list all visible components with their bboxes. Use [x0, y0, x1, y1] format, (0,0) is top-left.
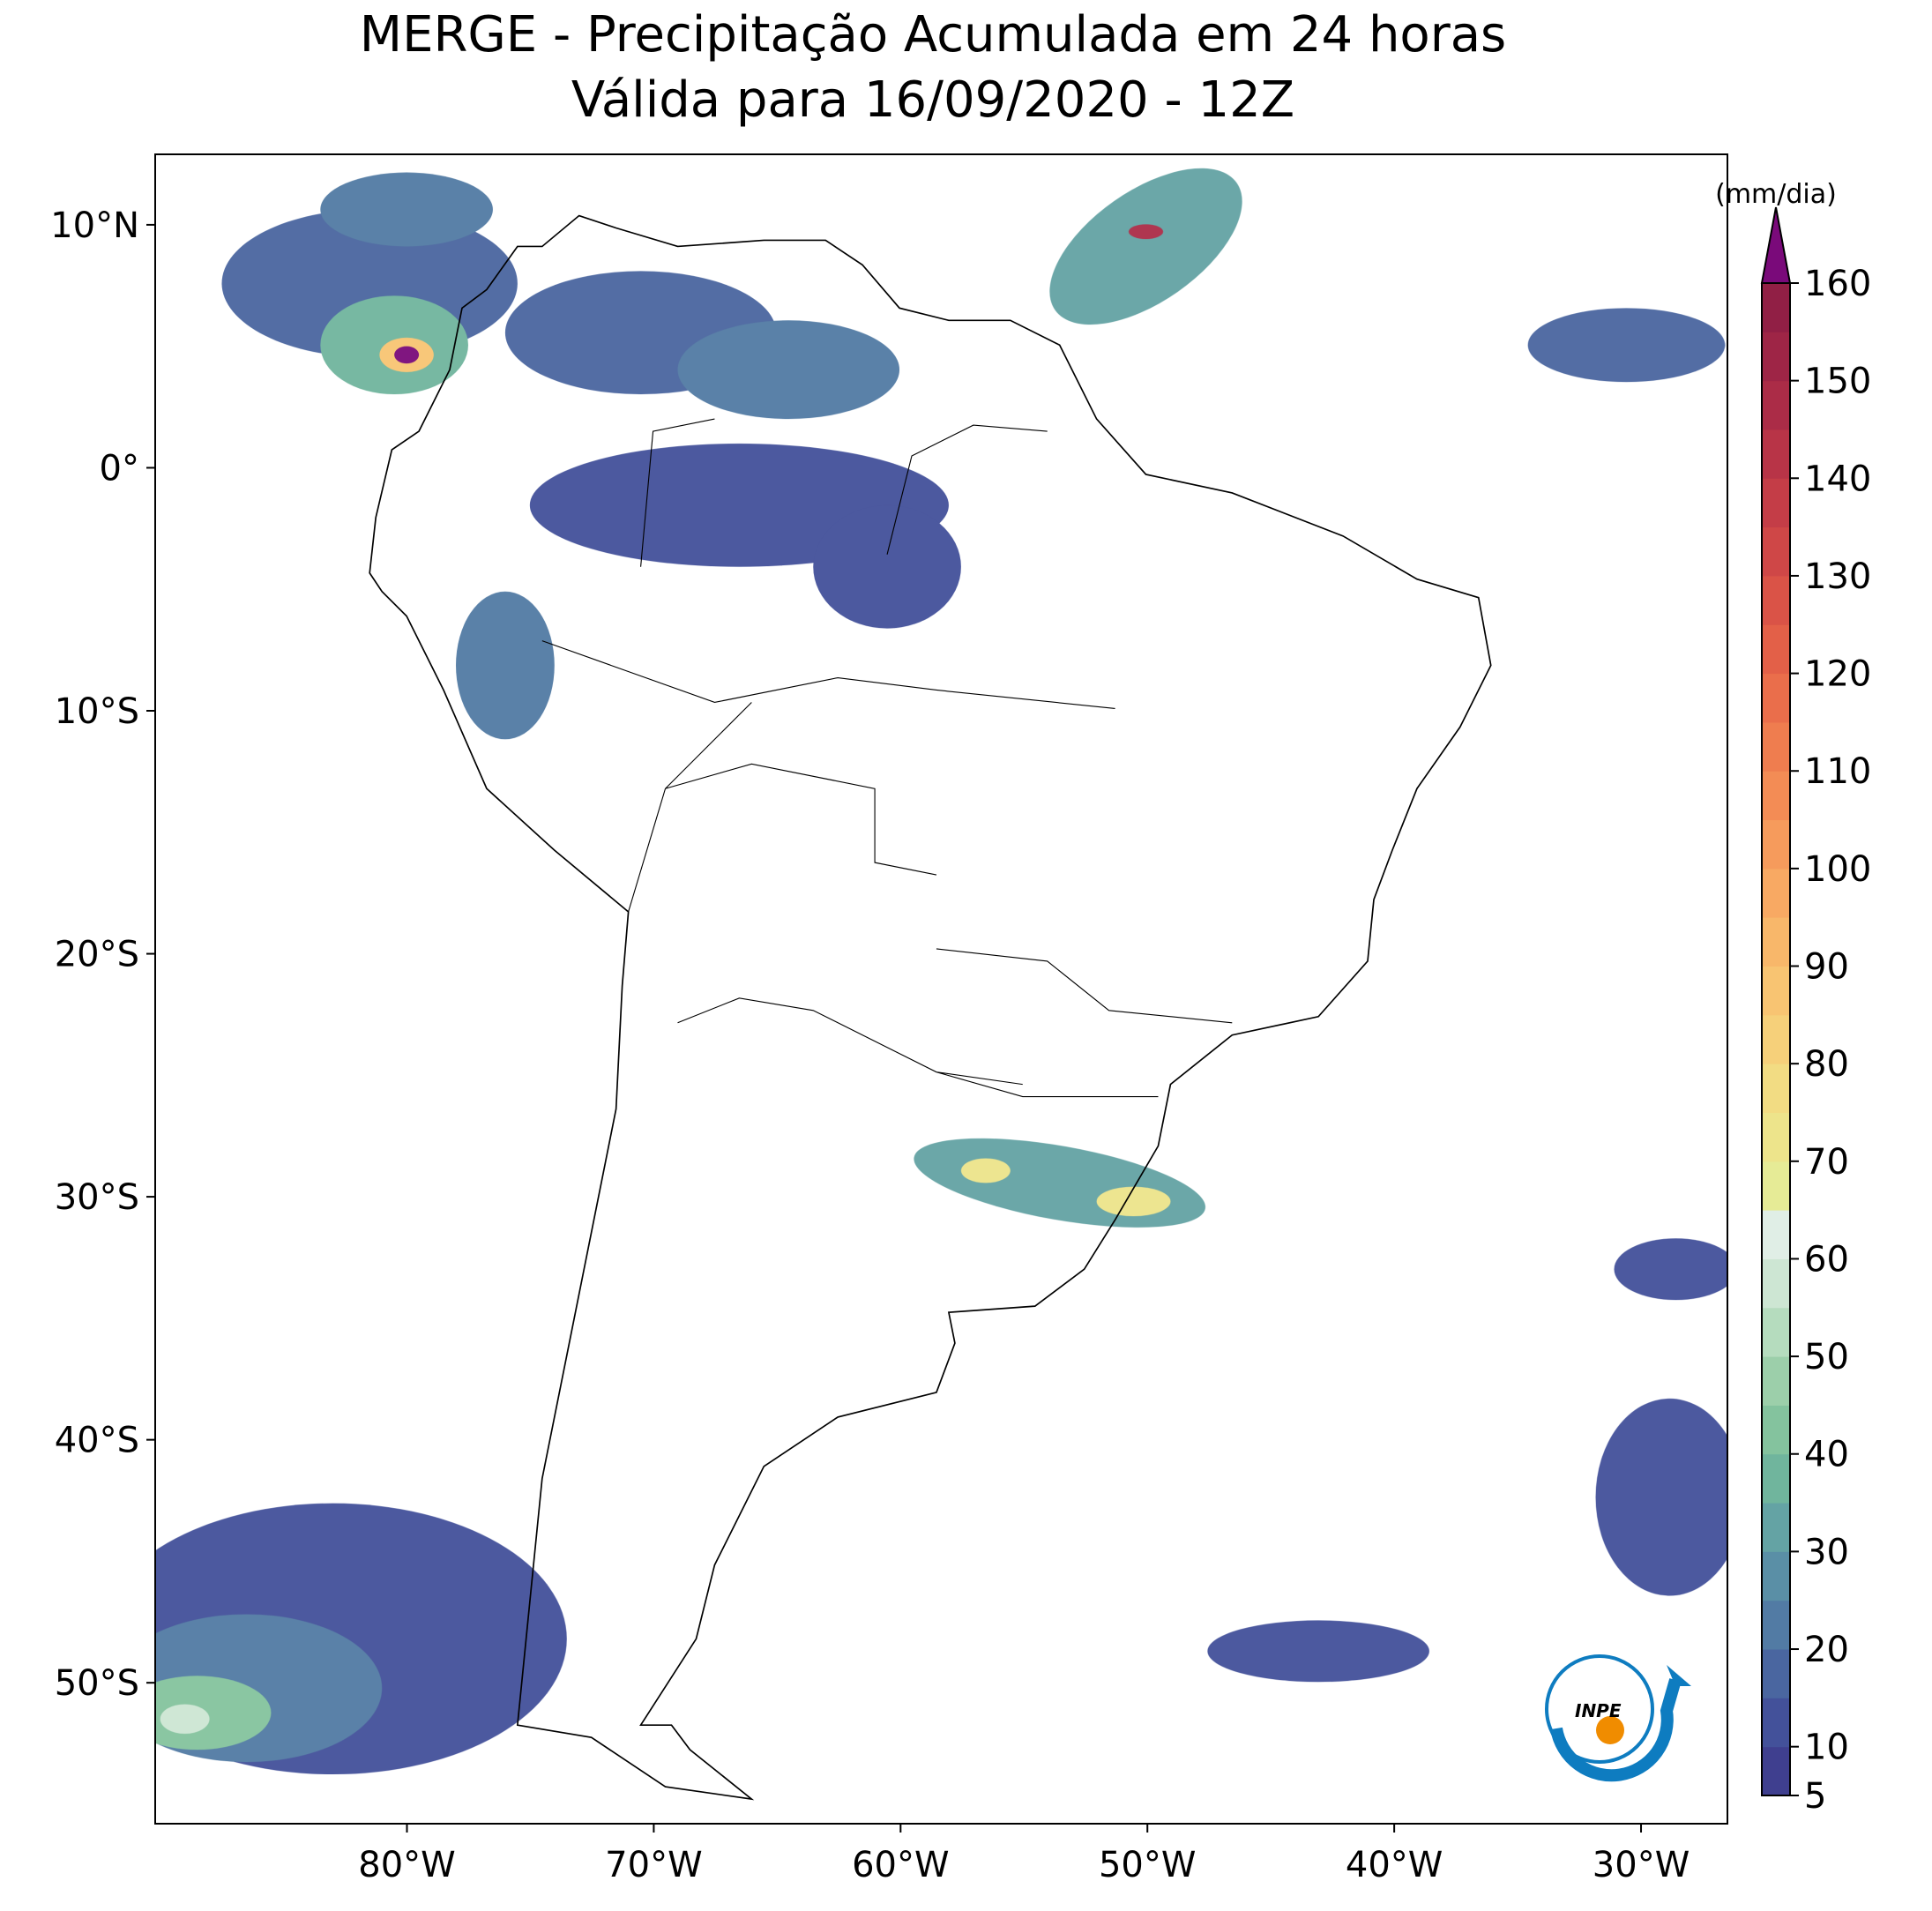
colorbar-level	[1762, 283, 1790, 332]
colorbar-level	[1762, 624, 1790, 675]
y-tick-label: 10°S	[55, 691, 139, 732]
colorbar-tick-label: 40	[1804, 1435, 1849, 1475]
logo: INPE	[1545, 1654, 1691, 1782]
colorbar-level	[1762, 1405, 1790, 1455]
x-tick-label: 50°W	[1099, 1845, 1196, 1885]
colorbar-level	[1762, 526, 1790, 577]
colorbar-level	[1762, 1453, 1790, 1504]
y-tick-label: 40°S	[55, 1421, 139, 1461]
y-tick-label: 30°S	[55, 1177, 139, 1218]
colorbar-level	[1762, 1551, 1790, 1601]
colorbar-level	[1762, 1649, 1790, 1698]
colorbar-tick-label: 30	[1804, 1532, 1849, 1572]
colorbar-level	[1762, 575, 1790, 625]
colorbar-level	[1762, 721, 1790, 772]
colorbar-level	[1762, 1746, 1790, 1796]
colorbar-level	[1762, 1307, 1790, 1357]
colorbar-level	[1762, 332, 1790, 382]
colorbar-tick-label: 100	[1804, 849, 1871, 890]
colorbar-level	[1762, 380, 1790, 430]
x-tick-label: 80°W	[358, 1845, 455, 1885]
colorbar-tick-label: 50	[1804, 1337, 1849, 1377]
colorbar-tick-label: 140	[1804, 459, 1871, 499]
x-tick-label: 60°W	[852, 1845, 949, 1885]
country-borders	[541, 418, 1233, 1098]
colorbar-level	[1762, 966, 1790, 1016]
colorbar-tick-label: 110	[1804, 751, 1871, 792]
colorbar-level	[1762, 917, 1790, 967]
colorbar-level	[1762, 1600, 1790, 1650]
colorbar-level	[1762, 1014, 1790, 1064]
map-subtitle: Válida para 16/09/2020 - 12Z	[571, 71, 1294, 129]
y-tick-label: 0°	[100, 448, 139, 489]
colorbar-tick-label: 120	[1804, 654, 1871, 695]
y-tick-label: 20°S	[55, 935, 139, 975]
coastline	[369, 214, 1492, 1801]
colorbar-tick-label: 80	[1804, 1044, 1849, 1085]
colorbar-tick-label: 130	[1804, 556, 1871, 597]
x-tick-label: 70°W	[605, 1845, 702, 1885]
colorbar-level	[1762, 1210, 1790, 1259]
colorbar-level	[1762, 429, 1790, 479]
colorbar-tick-label: 10	[1804, 1728, 1849, 1768]
colorbar-level	[1762, 1112, 1790, 1162]
colorbar-level	[1762, 1503, 1790, 1552]
logo-text: INPE	[1575, 1700, 1622, 1721]
y-tick-label: 50°S	[55, 1663, 139, 1704]
colorbar-tick-label: 90	[1804, 947, 1849, 988]
colorbar-extend	[1760, 206, 1792, 284]
x-tick-label: 40°W	[1346, 1845, 1443, 1885]
map-frame	[154, 153, 1728, 1825]
colorbar-level	[1762, 1258, 1790, 1309]
colorbar-level	[1762, 478, 1790, 528]
colorbar-level	[1762, 1698, 1790, 1748]
map-area	[155, 168, 1727, 1801]
colorbar-level	[1762, 819, 1790, 870]
colorbar-tick-label: 5	[1804, 1776, 1826, 1817]
precipitation-fields	[155, 168, 1727, 1775]
map-layers	[155, 168, 1727, 1801]
colorbar-tick-label: 70	[1804, 1142, 1849, 1183]
y-tick-label: 10°N	[50, 205, 139, 246]
colorbar-tick-label: 60	[1804, 1239, 1849, 1280]
x-tick-label: 30°W	[1593, 1845, 1690, 1885]
colorbar-level	[1762, 868, 1790, 918]
colorbar-tick-label: 160	[1804, 264, 1871, 304]
map-title: MERGE - Precipitação Acumulada em 24 hor…	[360, 6, 1506, 63]
colorbar-level	[1762, 771, 1790, 821]
colorbar-level	[1762, 1356, 1790, 1406]
colorbar-level	[1762, 1161, 1790, 1211]
colorbar-tick-label: 20	[1804, 1630, 1849, 1670]
colorbar-level	[1762, 673, 1790, 723]
colorbar-frame	[1761, 282, 1791, 1796]
colorbar-label: (mm/dia)	[1715, 179, 1837, 210]
colorbar-tick-label: 150	[1804, 362, 1871, 402]
colorbar-level	[1762, 1064, 1790, 1113]
